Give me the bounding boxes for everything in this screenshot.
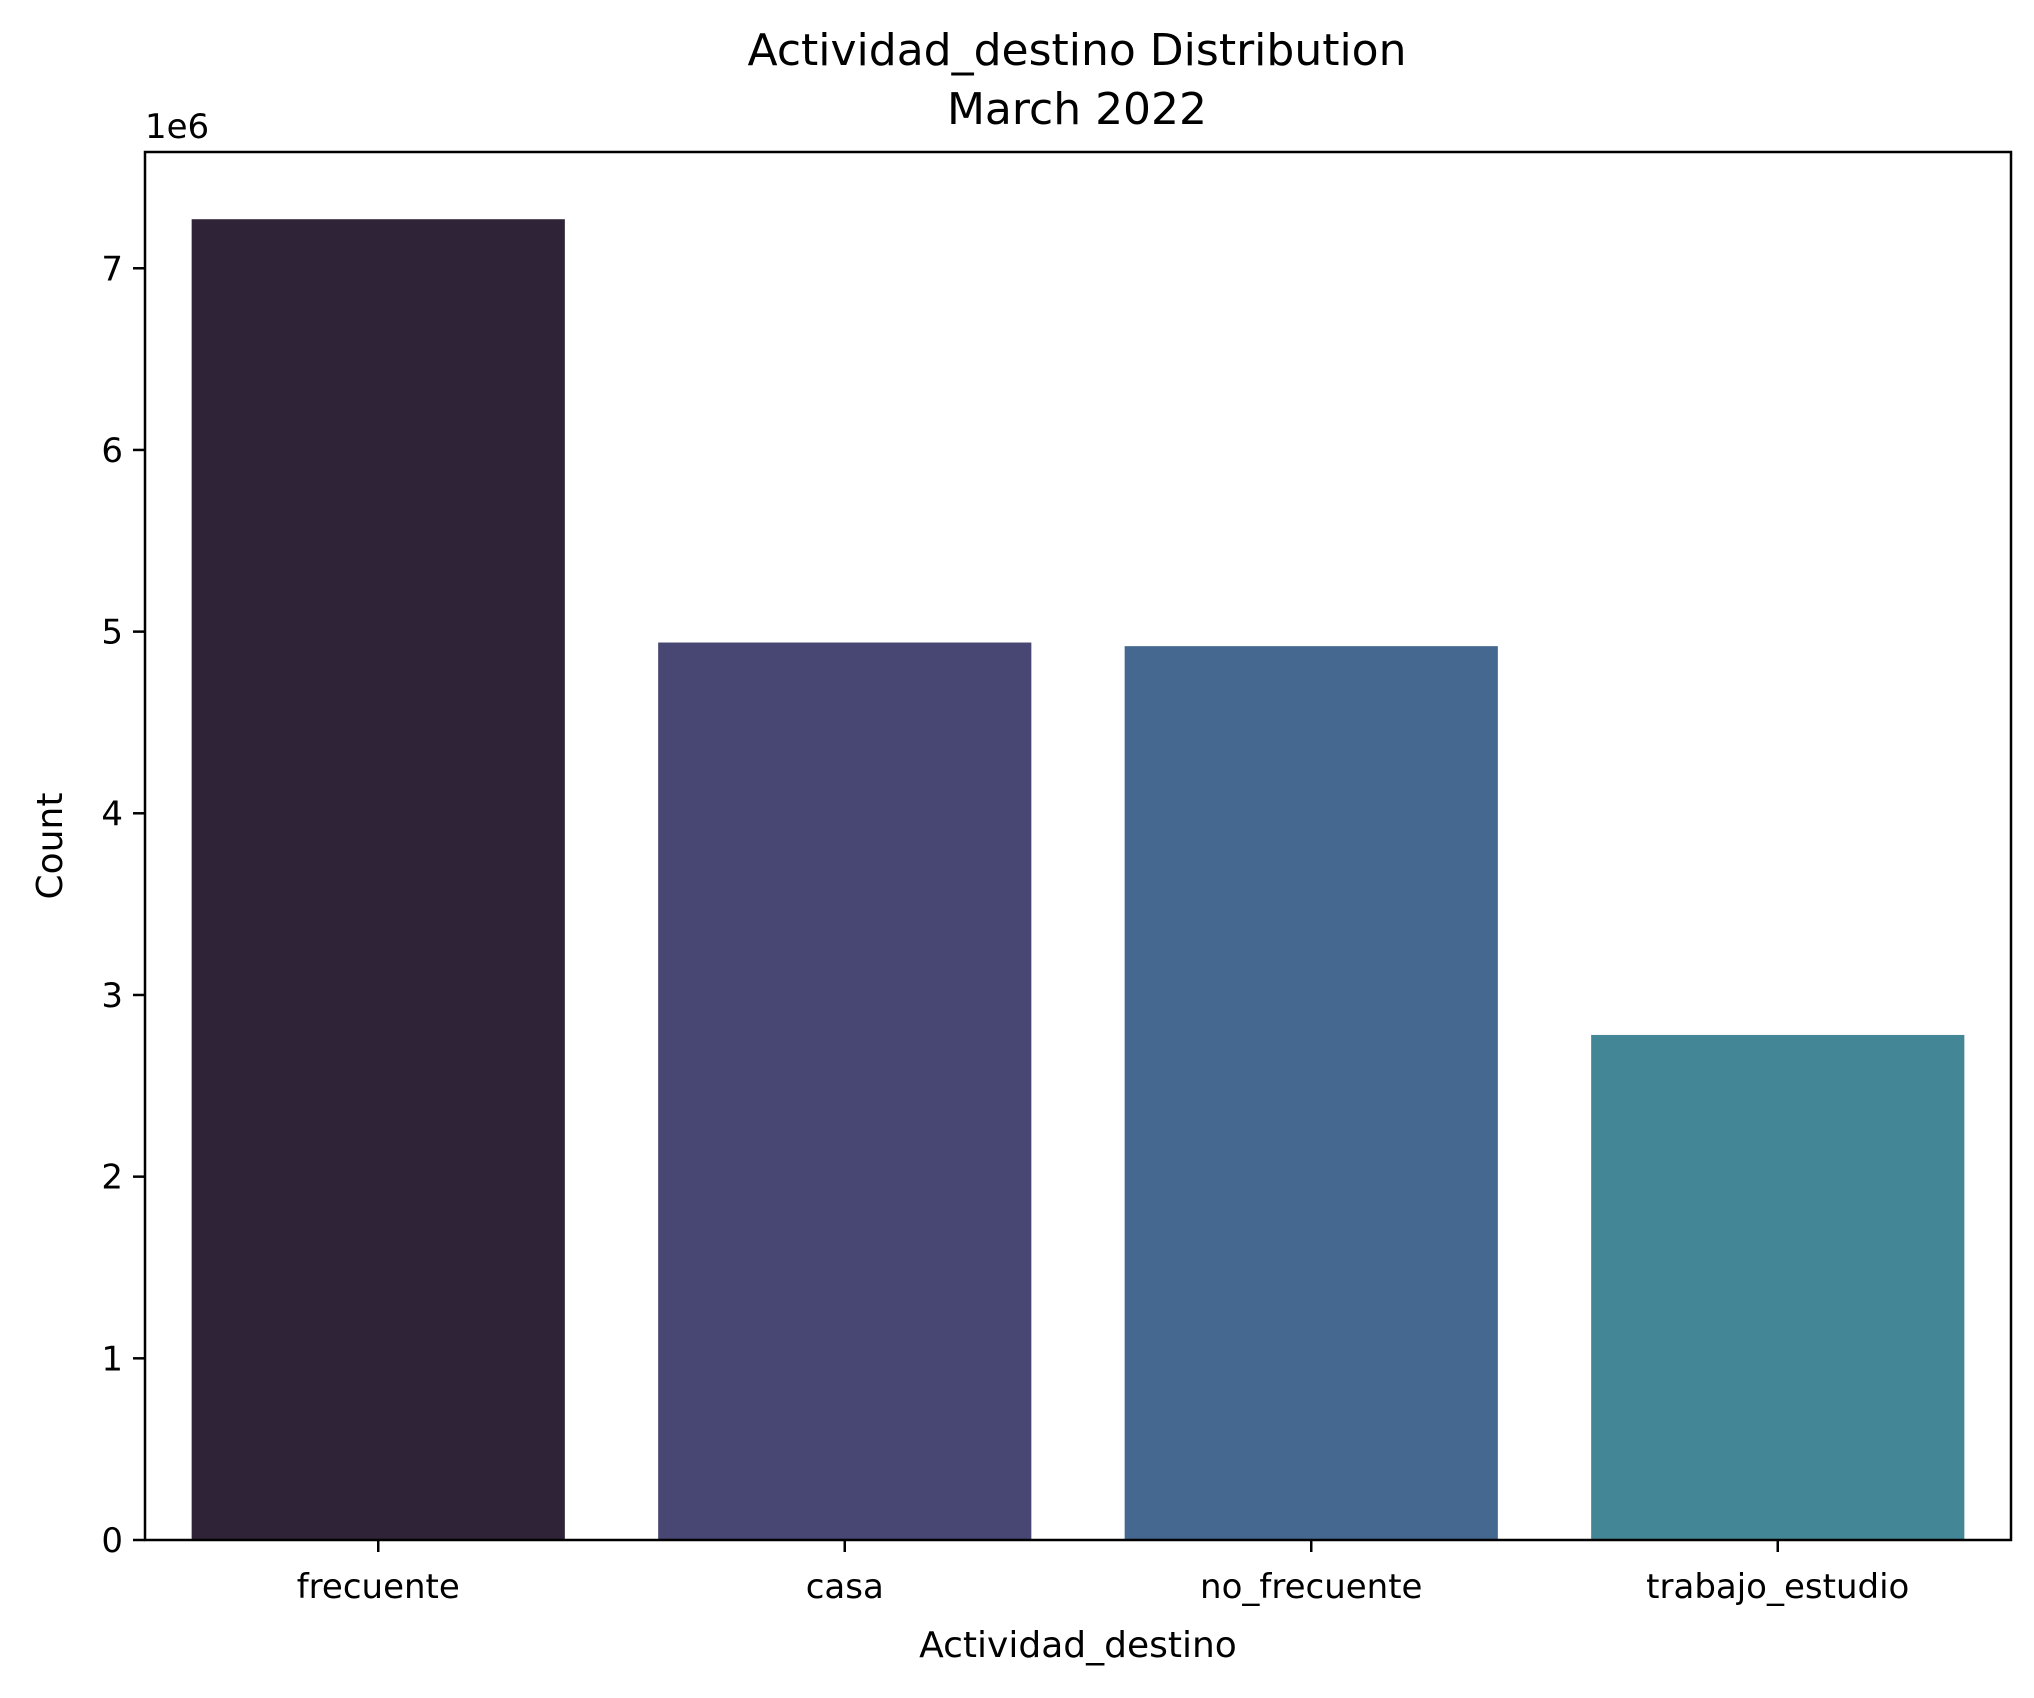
plot-frame <box>143 150 2013 1542</box>
y-axis-offset-label: 1e6 <box>145 107 209 147</box>
y-axis-label: Count <box>30 793 71 900</box>
y-tick-label-6: 6 <box>101 431 123 471</box>
bar-casa <box>658 642 1032 1540</box>
bar-frecuente <box>191 219 565 1541</box>
y-tick-label-2: 2 <box>101 1158 123 1198</box>
x-tick-label-frecuente: frecuente <box>297 1567 460 1607</box>
x-tick-label-casa: casa <box>806 1567 884 1607</box>
x-axis-label: Actividad_destino <box>919 1625 1237 1666</box>
x-tick-label-no_frecuente: no_frecuente <box>1200 1567 1422 1607</box>
y-tick-label-0: 0 <box>101 1521 123 1561</box>
chart-title: Actividad_destino Distribution <box>748 25 1407 76</box>
y-tick-label-3: 3 <box>101 976 123 1016</box>
y-tick-label-1: 1 <box>101 1339 123 1379</box>
ticks-group: frecuente casa no_frecuente trabajo_estudio… <box>101 249 1909 1607</box>
y-tick-label-4: 4 <box>101 794 123 834</box>
bar-trabajo_estudio <box>1591 1034 1965 1540</box>
bars-group <box>191 219 1965 1541</box>
x-tick-label-trabajo_estudio: trabajo_estudio <box>1646 1567 1909 1607</box>
bar-no_frecuente <box>1124 646 1498 1540</box>
chart-subtitle: March 2022 <box>947 84 1207 135</box>
y-tick-label-5: 5 <box>101 613 123 653</box>
y-tick-label-7: 7 <box>101 249 123 289</box>
